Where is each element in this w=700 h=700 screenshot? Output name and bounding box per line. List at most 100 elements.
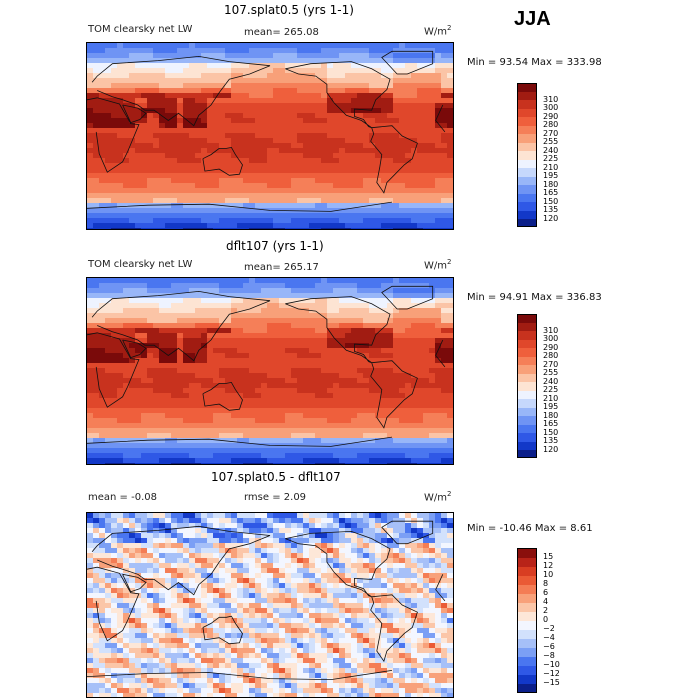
colorbar-tick-label: −4 — [543, 633, 555, 642]
map-field — [87, 278, 453, 464]
colorbar-swatch — [517, 142, 537, 152]
colorbar-swatch — [517, 91, 537, 101]
panel-3-mean: mean = -0.08 — [88, 492, 157, 503]
colorbar-swatch — [517, 432, 537, 442]
colorbar-tick-label: 270 — [543, 128, 559, 138]
colorbar-tick-label: 310 — [543, 325, 559, 335]
coastline — [87, 670, 393, 681]
colorbar-swatch — [517, 415, 537, 425]
colorbar-swatch — [517, 449, 537, 459]
coastline — [122, 339, 147, 359]
colorbar-swatch — [517, 314, 537, 323]
panel-3-units: W/m2 — [424, 490, 452, 504]
panel-3-rmse: rmse = 2.09 — [244, 492, 307, 503]
panel-1-minmax: Min = 93.54 Max = 333.98 — [467, 57, 602, 68]
colorbar-tick-label: 255 — [543, 368, 559, 378]
colorbar-swatch — [517, 83, 537, 92]
coastline — [285, 296, 391, 364]
colorbar-swatch — [517, 116, 537, 126]
colorbar-swatch — [517, 193, 537, 203]
coastline — [87, 201, 393, 212]
colorbar-swatch — [517, 424, 537, 434]
colorbar-tick-label: −10 — [543, 660, 560, 669]
coastline — [122, 104, 147, 124]
colorbar-tick-label: 300 — [543, 103, 559, 113]
colorbar-tick-label: −2 — [543, 624, 555, 633]
colorbar-tick-label: 135 — [543, 205, 559, 215]
colorbar-tick-label: 280 — [543, 120, 559, 130]
coastline — [202, 615, 243, 645]
coastline — [370, 125, 418, 194]
colorbar-swatch — [517, 575, 537, 585]
panel-2-mean: mean= 265.17 — [244, 262, 319, 273]
colorbar-tick-label: 270 — [543, 359, 559, 369]
map-field — [87, 43, 453, 229]
colorbar-swatch — [517, 150, 537, 160]
colorbar-swatch — [517, 557, 537, 567]
colorbar-tick-label: −15 — [543, 678, 560, 687]
colorbar-swatch — [517, 108, 537, 118]
map-field — [87, 513, 453, 697]
coastline — [202, 146, 243, 176]
season-label: JJA — [514, 8, 551, 30]
colorbar-tick-label: 6 — [543, 588, 549, 597]
colorbar-swatch — [517, 656, 537, 666]
colorbar-tick-label: 2 — [543, 606, 549, 615]
colorbar-tick-label: 300 — [543, 334, 559, 344]
colorbar-swatch — [517, 381, 537, 391]
colorbar-swatch — [517, 125, 537, 135]
colorbar-tick-label: 150 — [543, 427, 559, 437]
colorbar-swatch — [517, 602, 537, 612]
colorbar-swatch — [517, 441, 537, 451]
panel-1-units: W/m2 — [424, 24, 452, 38]
colorbar-tick-label: 180 — [543, 410, 559, 420]
colorbar-swatch — [517, 584, 537, 594]
colorbar-swatch — [517, 593, 537, 603]
coastline — [370, 360, 418, 429]
panel-2-variable: TOM clearsky net LW — [88, 259, 193, 270]
colorbar-tick-label: 210 — [543, 393, 559, 403]
colorbar-swatch — [517, 647, 537, 657]
colorbar-swatch — [517, 665, 537, 675]
coastline — [381, 520, 434, 545]
panel-2-units: W/m2 — [424, 258, 452, 272]
colorbar-tick-label: 195 — [543, 402, 559, 412]
panel-3-map — [86, 512, 454, 698]
coastline — [87, 97, 446, 173]
coastline — [285, 530, 391, 598]
colorbar-swatch — [517, 330, 537, 340]
colorbar-swatch — [517, 611, 537, 621]
colorbar-tick-label: 12 — [543, 561, 554, 570]
coastline — [87, 436, 393, 447]
colorbar-tick-label: 195 — [543, 171, 559, 181]
colorbar-tick-label: 240 — [543, 376, 559, 386]
colorbar-swatch — [517, 201, 537, 211]
colorbar-swatch — [517, 683, 537, 693]
colorbar-swatch — [517, 364, 537, 374]
colorbar-swatch — [517, 218, 537, 228]
panel-1-colorbar: 120 135 150 165 180 195 210 225 240 255 270 280 290 3… — [517, 83, 577, 228]
colorbar-tick-label: 290 — [543, 111, 559, 121]
colorbar-swatch — [517, 159, 537, 169]
colorbar-swatch — [517, 620, 537, 630]
colorbar-swatch — [517, 356, 537, 366]
colorbar-tick-label: −12 — [543, 669, 560, 678]
colorbar-swatch — [517, 133, 537, 143]
colorbar-swatch — [517, 407, 537, 417]
colorbar-swatch — [517, 176, 537, 186]
colorbar-swatch — [517, 390, 537, 400]
colorbar-swatch — [517, 167, 537, 177]
panel-2-map — [86, 277, 454, 465]
colorbar-tick-label: 135 — [543, 436, 559, 446]
panel-1-title: 107.splat0.5 (yrs 1-1) — [224, 3, 354, 17]
colorbar-tick-label: 180 — [543, 179, 559, 189]
colorbar-swatch — [517, 548, 537, 558]
colorbar-swatch — [517, 339, 537, 349]
panel-2-title: dflt107 (yrs 1-1) — [226, 239, 324, 253]
panel-2-colorbar: 120 135 150 165 180 195 210 225 240 255 270 280 290 3… — [517, 314, 577, 459]
colorbar-swatch — [517, 398, 537, 408]
colorbar-tick-label: −6 — [543, 642, 555, 651]
panel-3-title: 107.splat0.5 - dflt107 — [211, 470, 341, 484]
colorbar-swatch — [517, 184, 537, 194]
colorbar-swatch — [517, 99, 537, 109]
